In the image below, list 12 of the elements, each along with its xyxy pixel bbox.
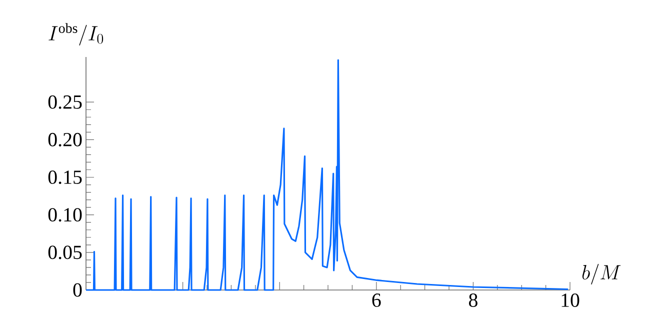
y-axis-title: $I^{\mathrm{obs}}/I_0$: [48, 23, 104, 46]
y-tick-label: 0: [73, 283, 82, 297]
y-tick-label: 0.10: [48, 208, 82, 222]
x-tick-label: 10: [562, 294, 580, 307]
y-tick-label: 0.20: [48, 132, 82, 146]
x-axis-title: $b/M$: [582, 264, 621, 284]
x-tick-label: 8: [468, 294, 478, 307]
x-tick-label: 6: [372, 294, 381, 307]
line-series: [85, 59, 569, 291]
y-tick-label: 0.15: [48, 170, 82, 184]
y-tick-label: 0.25: [48, 95, 82, 109]
y-tick-label: 0.05: [48, 246, 82, 260]
